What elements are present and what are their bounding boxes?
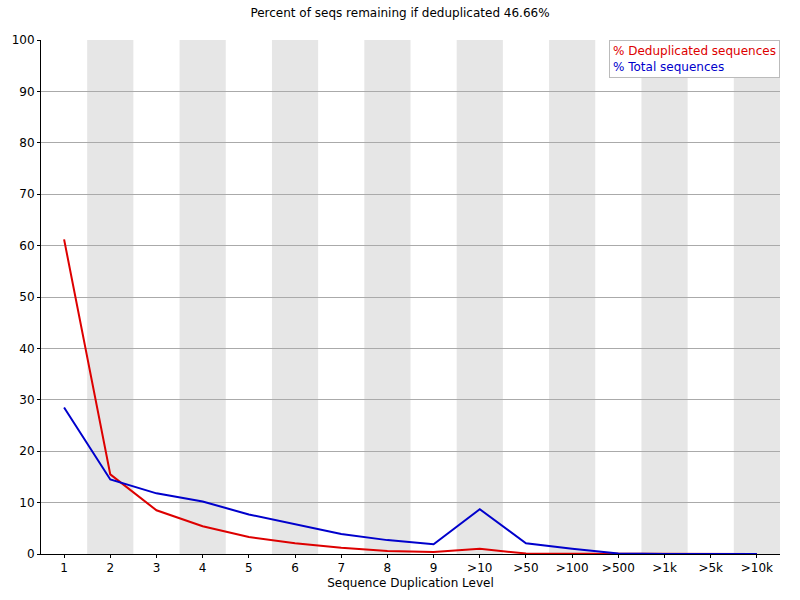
svg-text:10: 10 (19, 496, 34, 510)
svg-text:% Deduplicated sequences% Tota: % Deduplicated sequences% Total sequence… (613, 44, 776, 74)
svg-text:50: 50 (19, 290, 34, 304)
svg-text:4: 4 (199, 561, 207, 575)
svg-text:100: 100 (12, 33, 35, 47)
svg-text:2: 2 (106, 561, 114, 575)
svg-text:Percent of seqs remaining if d: Percent of seqs remaining if deduplicate… (250, 6, 549, 20)
svg-text:20: 20 (19, 444, 34, 458)
svg-text:3: 3 (153, 561, 161, 575)
svg-text:30: 30 (19, 393, 34, 407)
svg-text:>100: >100 (556, 561, 589, 575)
svg-text:>50: >50 (513, 561, 538, 575)
svg-text:>10k: >10k (741, 561, 773, 575)
svg-text:60: 60 (19, 239, 34, 253)
svg-text:>5k: >5k (698, 561, 723, 575)
svg-text:0: 0 (27, 547, 35, 561)
svg-text:9: 9 (430, 561, 438, 575)
svg-text:5: 5 (245, 561, 253, 575)
svg-text:>1k: >1k (652, 561, 677, 575)
svg-text:90: 90 (19, 85, 34, 99)
svg-text:70: 70 (19, 187, 34, 201)
svg-text:80: 80 (19, 136, 34, 150)
svg-text:>500: >500 (602, 561, 635, 575)
svg-text:6: 6 (291, 561, 299, 575)
svg-text:7: 7 (337, 561, 345, 575)
svg-text:Sequence Duplication Level: Sequence Duplication Level (327, 576, 494, 590)
svg-text:40: 40 (19, 342, 34, 356)
svg-text:1: 1 (60, 561, 68, 575)
svg-text:>10: >10 (467, 561, 492, 575)
svg-text:8: 8 (384, 561, 392, 575)
